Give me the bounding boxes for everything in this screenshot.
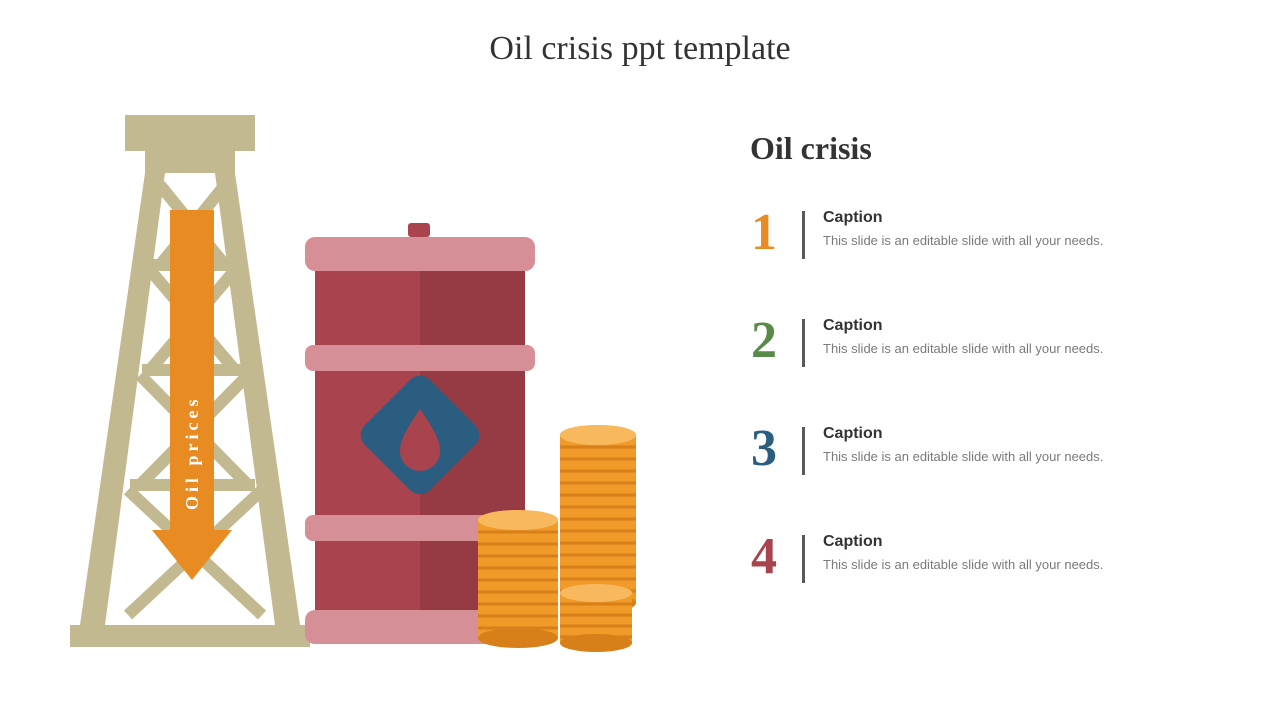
content-list: Oil crisis 1 Caption This slide is an ed… xyxy=(740,130,1230,639)
list-text-4: Caption This slide is an editable slide … xyxy=(823,531,1103,572)
list-number-3: 3 xyxy=(740,423,788,475)
list-divider xyxy=(802,535,805,583)
section-title: Oil crisis xyxy=(750,130,1230,167)
list-item-2: 2 Caption This slide is an editable slid… xyxy=(740,315,1230,367)
list-text-2: Caption This slide is an editable slide … xyxy=(823,315,1103,356)
list-desc-4: This slide is an editable slide with all… xyxy=(823,557,1103,572)
list-text-1: Caption This slide is an editable slide … xyxy=(823,207,1103,248)
oil-illustration-svg: Oil prices xyxy=(70,115,650,675)
list-caption-4: Caption xyxy=(823,533,1103,551)
arrow-label: Oil prices xyxy=(182,396,202,511)
list-text-3: Caption This slide is an editable slide … xyxy=(823,423,1103,464)
list-divider xyxy=(802,427,805,475)
list-caption-1: Caption xyxy=(823,209,1103,227)
list-caption-3: Caption xyxy=(823,425,1103,443)
list-item-3: 3 Caption This slide is an editable slid… xyxy=(740,423,1230,475)
list-number-4: 4 xyxy=(740,531,788,583)
list-caption-2: Caption xyxy=(823,317,1103,335)
list-divider xyxy=(802,319,805,367)
list-desc-3: This slide is an editable slide with all… xyxy=(823,449,1103,464)
list-number-1: 1 xyxy=(740,207,788,259)
list-divider xyxy=(802,211,805,259)
list-number-2: 2 xyxy=(740,315,788,367)
oil-graphic: Oil prices xyxy=(70,115,650,675)
slide-title: Oil crisis ppt template xyxy=(489,30,790,68)
list-item-4: 4 Caption This slide is an editable slid… xyxy=(740,531,1230,583)
list-item-1: 1 Caption This slide is an editable slid… xyxy=(740,207,1230,259)
list-desc-2: This slide is an editable slide with all… xyxy=(823,341,1103,356)
list-desc-1: This slide is an editable slide with all… xyxy=(823,233,1103,248)
